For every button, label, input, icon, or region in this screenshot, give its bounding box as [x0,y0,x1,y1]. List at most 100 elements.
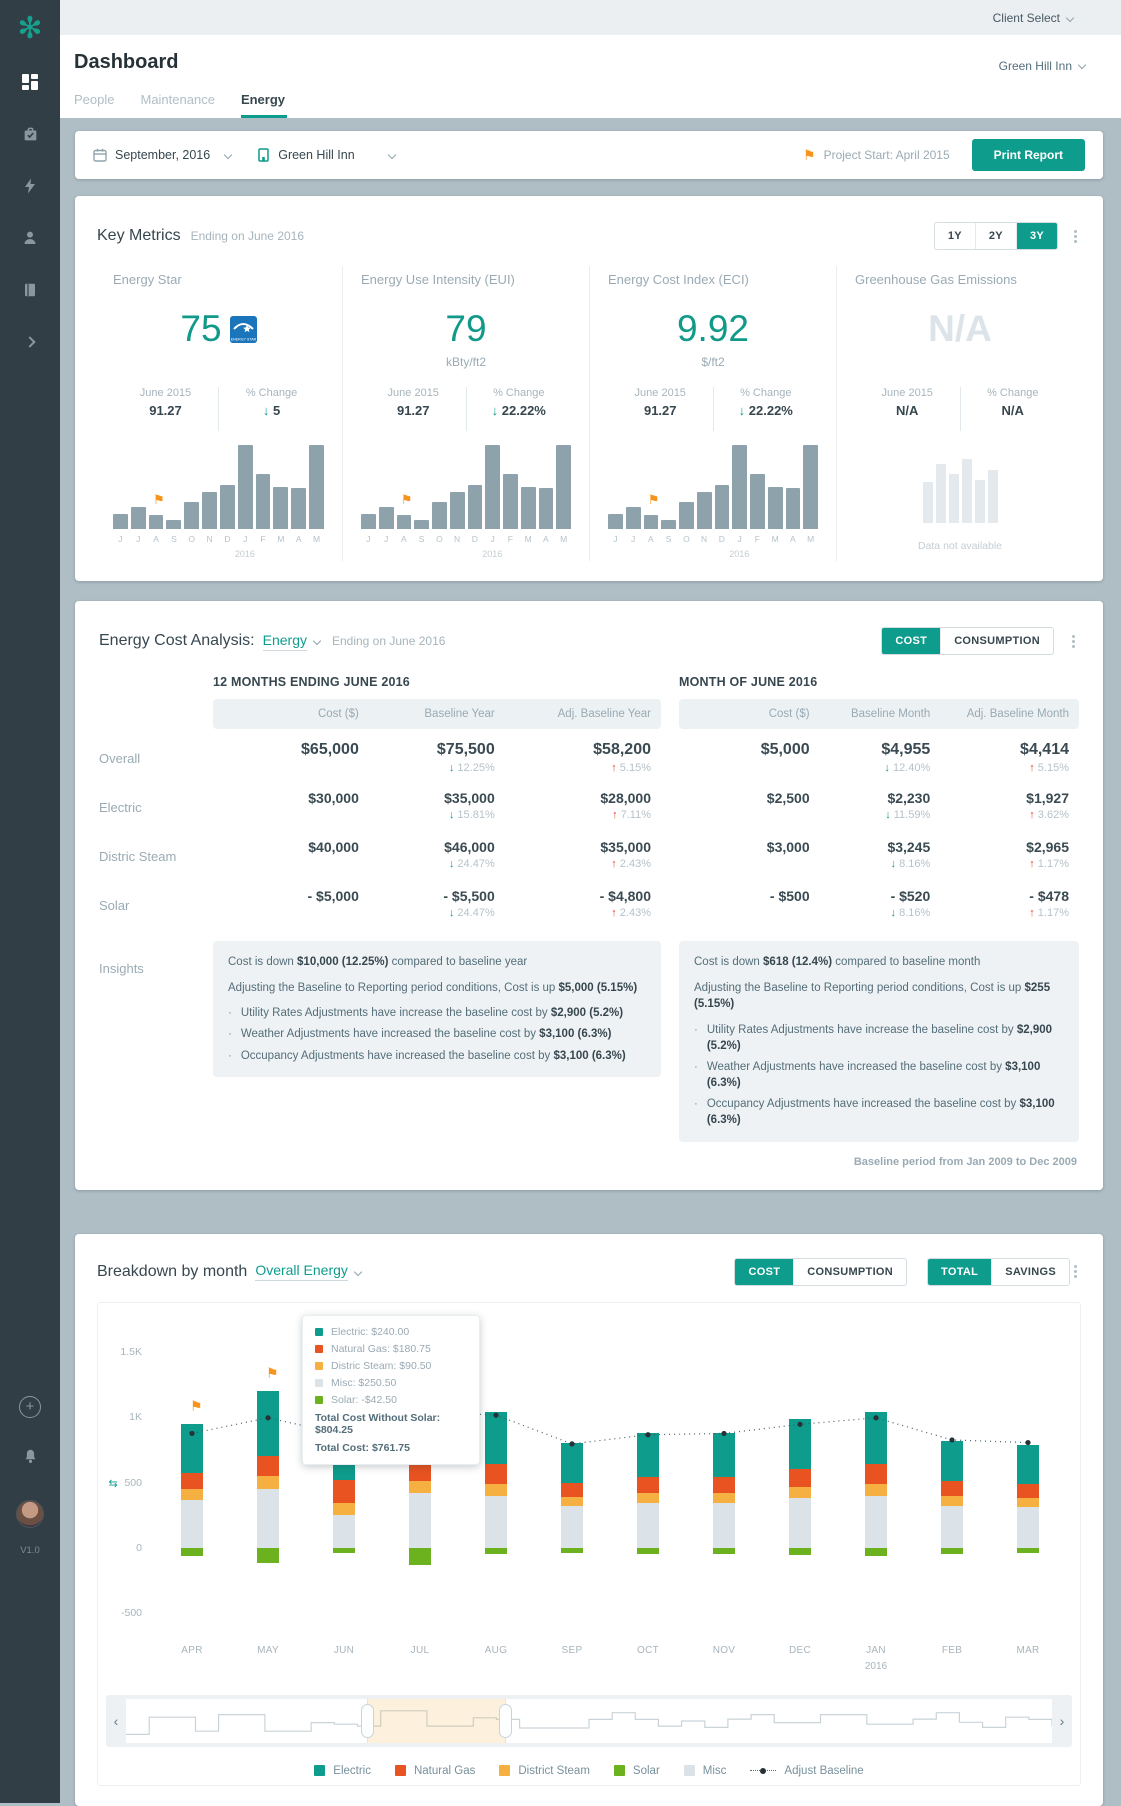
sidebar-expand[interactable] [0,316,60,368]
tab-people[interactable]: People [74,92,115,107]
mini-bar-slot [608,445,623,529]
property-select[interactable]: Green Hill Inn [999,59,1087,73]
mini-bars: ⚑ [113,445,324,529]
tooltip-item: Misc: $250.50 [315,1377,467,1389]
cost-analysis-menu[interactable] [1068,633,1079,650]
baseline-cell: - $520 ↓ 8.16% [890,888,931,919]
axis-label: J [136,534,141,544]
bar [520,487,536,529]
cost-toggle-button[interactable]: COST [735,1258,794,1285]
cost-toggle-button[interactable]: COST [882,628,941,654]
legend-swatch [613,1765,625,1777]
navigator-selection[interactable] [360,1698,512,1743]
mini-bar-slot [538,445,554,529]
sidebar-item-energy[interactable] [0,160,60,212]
table-header-row: Cost ($) Baseline Year Adj. Baseline Year [213,699,661,729]
app-logo-icon[interactable]: ✻ [17,11,43,45]
navigator-left-handle[interactable] [360,1703,374,1738]
consumption-toggle-button[interactable]: CONSUMPTION [793,1258,906,1285]
bar [219,485,235,529]
adj-baseline-cell: $2,965 ↑ 1.17% [1026,839,1069,870]
sidebar-notifications[interactable] [0,1448,60,1465]
y-tick-label: 1K [129,1411,142,1424]
legend-label: Natural Gas [413,1764,476,1777]
cost-cell: - $500 [769,888,810,904]
bar-segment-natural-gas [561,1482,583,1497]
bar [467,485,483,529]
bar [396,514,412,529]
cost-cell: - $5,000 [307,888,359,904]
down-arrow-icon: ↓ [884,762,890,774]
bar-segment-misc [181,1499,203,1548]
axis-drag-icon[interactable]: ⇆ [108,1477,118,1490]
mini-bar-slot [237,445,253,529]
placeholder-bar [935,464,946,523]
navigator-left-arrow[interactable]: ‹ [113,1712,119,1729]
bar-segment-electric [1017,1444,1039,1484]
energy-type-select[interactable]: Energy [262,632,307,651]
bar-segment-solar [181,1547,203,1556]
consumption-toggle-button[interactable]: CONSUMPTION [940,628,1053,654]
client-select[interactable]: Client Select [992,10,1060,25]
bar [661,519,676,529]
legend-item-natural-gas: Natural Gas [394,1764,476,1777]
axis-label: D [471,534,478,544]
insight-bullet: · Utility Rates Adjustments have increase… [694,1022,1064,1054]
chevron-down-icon [312,636,322,646]
navigator-right-arrow[interactable]: › [1059,1712,1065,1729]
breakdown-energy-select[interactable]: Overall Energy [255,1262,348,1282]
bar-segment-district-steam [333,1503,355,1516]
stacked-bar-plot: Electric: $240.00 Natural Gas: $180.75 Dis… [154,1314,1066,1633]
bar-segment-solar [485,1547,507,1555]
mini-bar-slot [219,445,235,529]
placeholder-bar [987,469,998,523]
sidebar-user[interactable] [0,1500,60,1528]
total-toggle-button[interactable]: TOTAL [928,1258,992,1285]
sidebar-add-button[interactable]: + [0,1396,60,1418]
chart-legend: Electric Natural Gas District Steam Solar Mi… [106,1765,1072,1777]
axis-label: S [171,534,177,544]
cost-cell: $3,000 [766,839,810,855]
sidebar-item-people[interactable] [0,212,60,264]
range-2y-button[interactable]: 2Y [974,223,1016,249]
print-report-button[interactable]: Print Report [971,139,1085,171]
period-select[interactable]: September, 2016 [93,148,233,162]
key-metrics-menu[interactable] [1070,228,1081,245]
breakdown-menu[interactable] [1070,1263,1081,1280]
sidebar-item-dashboard[interactable] [0,56,60,108]
bar-segment-solar [789,1547,811,1555]
tab-maintenance[interactable]: Maintenance [140,92,215,107]
range-3y-button[interactable]: 3Y [1015,223,1057,249]
bar-segment-district-steam [789,1487,811,1499]
down-arrow-icon: ↓ [890,907,897,919]
range-toggle: 1Y 2Y 3Y [933,222,1058,250]
main-area: Client Select Dashboard Green Hill Inn P… [60,0,1121,1806]
mini-bar-slot [750,445,765,529]
tab-energy[interactable]: Energy [240,92,288,118]
bar-segment-solar [333,1547,355,1554]
sidebar-item-tasks[interactable] [0,108,60,160]
year-insights-box: Cost is down $10,000 (12.25%) compared t… [213,941,661,1077]
property-filter[interactable]: Green Hill Inn [257,148,396,162]
x-axis-label: DEC [788,1644,812,1656]
sidebar-item-book[interactable] [0,264,60,316]
navigator-track[interactable] [126,1698,1052,1743]
bar [643,514,659,529]
bar-segment-misc [941,1506,963,1548]
savings-toggle-button[interactable]: SAVINGS [991,1258,1069,1285]
axis-label: N [206,534,213,544]
baseline-cell: - $5,500 ↓ 24.47% [443,888,495,919]
bar-segment-district-steam [713,1493,735,1504]
table-header-row: Cost ($) Baseline Month Adj. Baseline Mont… [679,699,1079,729]
row-label: Overall [99,751,141,766]
mini-bar-slot [361,445,376,529]
bullet-dot: · [694,1098,698,1111]
up-arrow-icon: ↑ [1029,858,1035,870]
range-1y-button[interactable]: 1Y [947,230,962,242]
y-tick-label: 500 ⇆ [108,1476,142,1490]
axis-label: M [807,534,815,544]
navigator-right-handle[interactable] [498,1703,512,1738]
bullet-dot: · [228,1007,232,1020]
bar [449,492,465,529]
adj-baseline-cell: $58,200 ↑ 5.15% [593,741,651,774]
